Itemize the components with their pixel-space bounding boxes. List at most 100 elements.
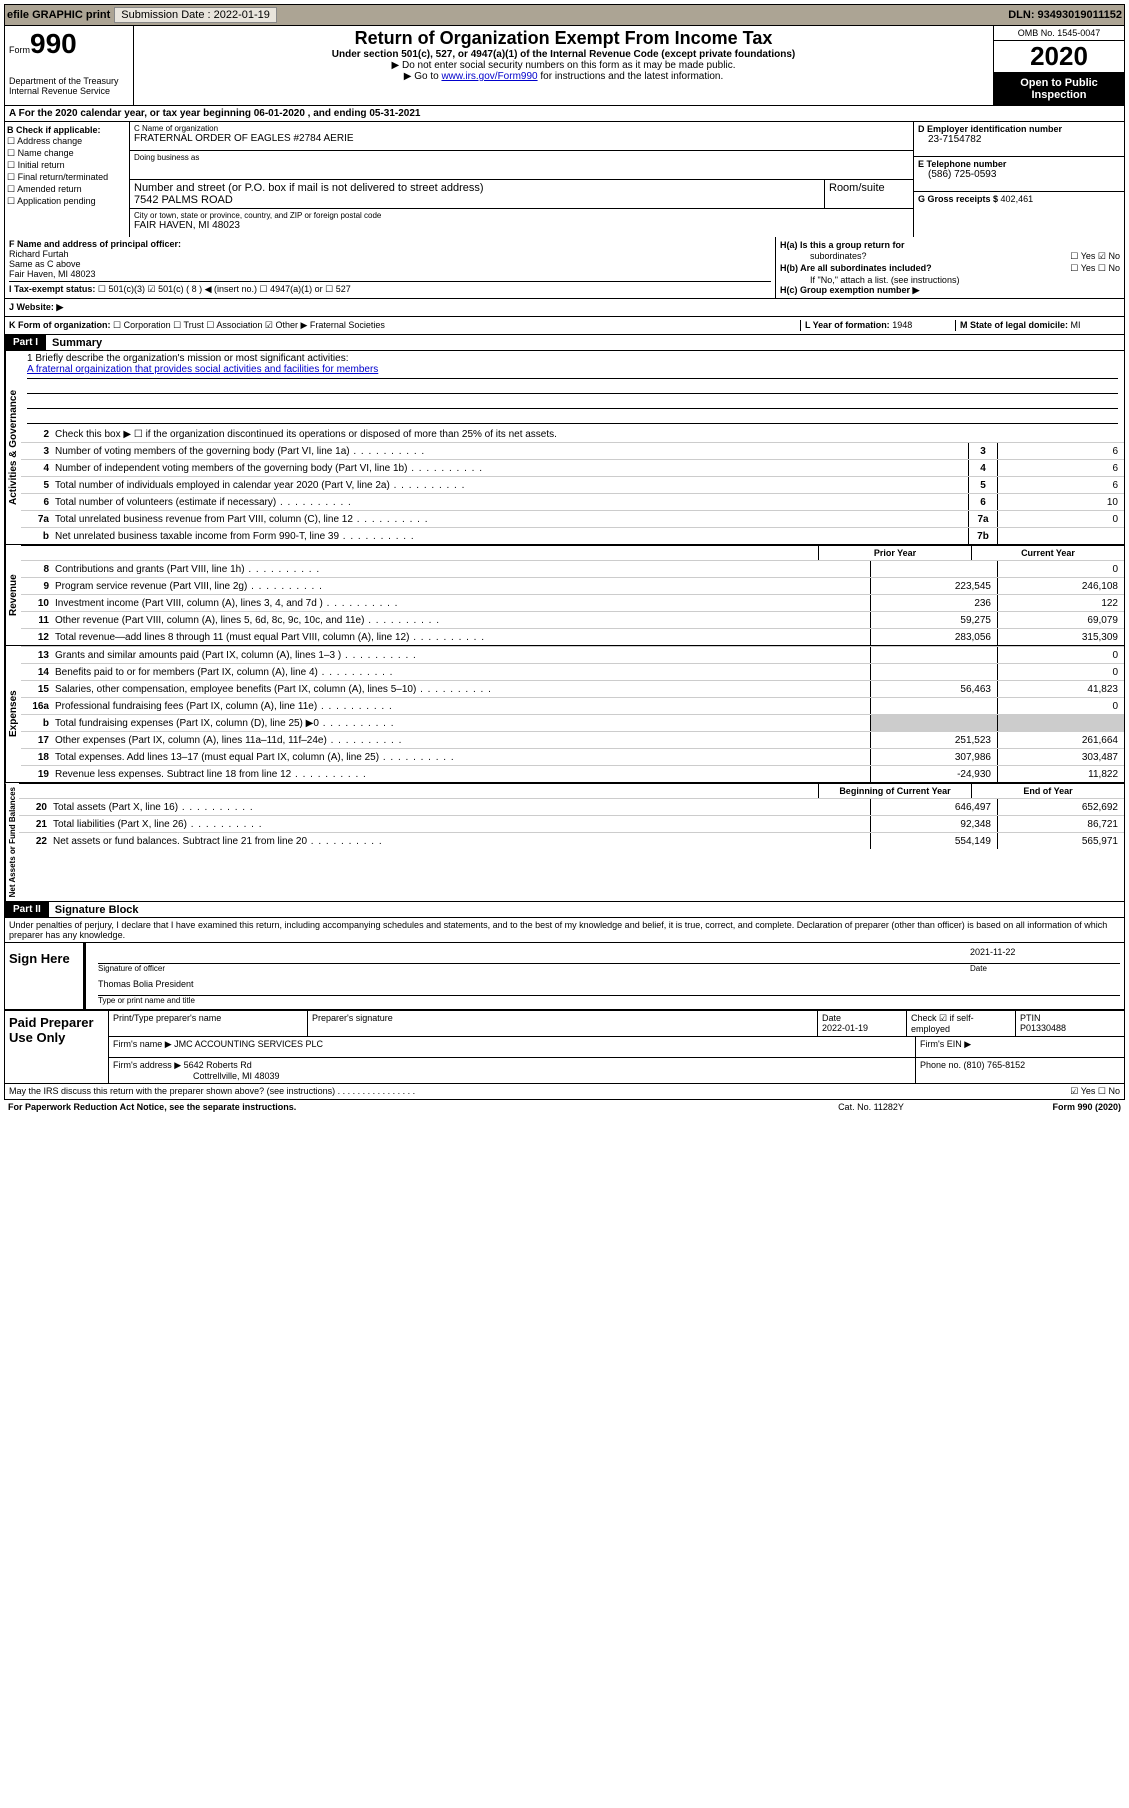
summary-line: 8Contributions and grants (Part VIII, li… (21, 560, 1124, 577)
mission-area: 1 Briefly describe the organization's mi… (21, 351, 1124, 426)
form-subtitle-2: ▶ Do not enter social security numbers o… (140, 60, 987, 71)
summary-line: 12Total revenue—add lines 8 through 11 (… (21, 628, 1124, 645)
cat-number: Cat. No. 11282Y (771, 1102, 971, 1112)
ha-no[interactable]: No (1098, 251, 1120, 261)
sign-arrow-icon (84, 943, 94, 1009)
net-assets-block: Net Assets or Fund Balances Beginning of… (4, 783, 1125, 902)
box-k: K Form of organization: Corporation Trus… (4, 317, 1125, 335)
box-h: H(a) Is this a group return for subordin… (776, 237, 1124, 298)
check-corp[interactable]: Corporation (113, 320, 171, 330)
firm-name-label: Firm's name ▶ (113, 1039, 174, 1049)
submission-date-button[interactable]: Submission Date : 2022-01-19 (114, 7, 277, 23)
form-subtitle-1: Under section 501(c), 527, or 4947(a)(1)… (140, 49, 987, 60)
summary-line: 16aProfessional fundraising fees (Part I… (21, 697, 1124, 714)
summary-line: 18Total expenses. Add lines 13–17 (must … (21, 748, 1124, 765)
hb-no[interactable]: No (1098, 263, 1120, 273)
year-formation: 1948 (892, 320, 912, 330)
dba-label: Doing business as (134, 153, 909, 162)
mission-blank1 (27, 379, 1118, 394)
firm-addr2: Cottrellville, MI 48039 (113, 1071, 911, 1081)
irs-link[interactable]: www.irs.gov/Form990 (441, 71, 537, 82)
tax-year: 2020 (994, 41, 1124, 73)
org-name: FRATERNAL ORDER OF EAGLES #2784 AERIE (134, 133, 909, 144)
mission-label: 1 Briefly describe the organization's mi… (27, 353, 1118, 364)
check-other[interactable]: Other ▶ (265, 320, 308, 330)
check-501c3[interactable]: 501(c)(3) (98, 284, 145, 294)
summary-line: 20Total assets (Part X, line 16)646,4976… (19, 798, 1124, 815)
check-application-pending[interactable]: Application pending (7, 196, 127, 207)
form-year-block: OMB No. 1545-0047 2020 Open to Public In… (993, 26, 1124, 105)
ha-yes[interactable]: Yes (1070, 251, 1095, 261)
tax-status-label: I Tax-exempt status: (9, 284, 95, 294)
discuss-yes[interactable]: Yes (1070, 1086, 1095, 1096)
firm-phone-label: Phone no. (920, 1060, 964, 1070)
box-c: C Name of organization FRATERNAL ORDER O… (130, 122, 913, 237)
summary-line: 22Net assets or fund balances. Subtract … (19, 832, 1124, 849)
efile-label: efile GRAPHIC print (7, 9, 110, 21)
ptin-value: P01330488 (1020, 1023, 1120, 1033)
check-4947[interactable]: 4947(a)(1) or (260, 284, 323, 294)
summary-line: bNet unrelated business taxable income f… (21, 527, 1124, 544)
ha-label: H(a) Is this a group return for (780, 240, 905, 250)
officer-addr2: Fair Haven, MI 48023 (9, 269, 771, 279)
form-org-label: K Form of organization: (9, 320, 111, 330)
summary-line: 15Salaries, other compensation, employee… (21, 680, 1124, 697)
col-prior-year: Prior Year (818, 546, 971, 560)
open-inspection: Open to Public Inspection (994, 73, 1124, 105)
sig-name-label: Type or print name and title (98, 996, 1120, 1005)
box-f: F Name and address of principal officer:… (5, 237, 776, 298)
col-current-year: Current Year (971, 546, 1124, 560)
check-address-change[interactable]: Address change (7, 136, 127, 147)
form-footer: Form 990 (2020) (971, 1102, 1121, 1112)
box-b-label: B Check if applicable: (7, 125, 127, 135)
summary-line: 19Revenue less expenses. Subtract line 1… (21, 765, 1124, 782)
gross-label: G Gross receipts $ (918, 194, 1001, 204)
city-state-zip: FAIR HAVEN, MI 48023 (134, 220, 909, 231)
check-assoc[interactable]: Association (206, 320, 262, 330)
state-domicile-label: M State of legal domicile: (960, 320, 1071, 330)
info-grid: B Check if applicable: Address change Na… (4, 122, 1125, 237)
box-b: B Check if applicable: Address change Na… (5, 122, 130, 237)
part1-title: Summary (46, 337, 102, 349)
hc-label: H(c) Group exemption number ▶ (780, 285, 919, 295)
officer-name: Richard Furtah (9, 249, 771, 259)
vert-governance: Activities & Governance (5, 351, 21, 544)
summary-line: 6Total number of volunteers (estimate if… (21, 493, 1124, 510)
discuss-no[interactable]: No (1098, 1086, 1120, 1096)
officer-addr1: Same as C above (9, 259, 771, 269)
check-501c[interactable]: 501(c) ( 8 ) ◀ (insert no.) (147, 284, 257, 294)
governance-block: Activities & Governance 1 Briefly descri… (4, 351, 1125, 545)
check-527[interactable]: 527 (325, 284, 351, 294)
mission-text: A fraternal orgainization that provides … (27, 364, 1118, 379)
check-trust[interactable]: Trust (173, 320, 204, 330)
form-title: Return of Organization Exempt From Incom… (140, 28, 987, 49)
part1-header-row: Part I Summary (4, 335, 1125, 351)
prep-sig-label: Preparer's signature (312, 1013, 813, 1023)
vert-net-assets: Net Assets or Fund Balances (5, 783, 19, 901)
paid-preparer-section: Paid Preparer Use Only Print/Type prepar… (4, 1010, 1125, 1084)
check-initial-return[interactable]: Initial return (7, 160, 127, 171)
street-address: 7542 PALMS ROAD (134, 194, 820, 206)
mission-blank2 (27, 394, 1118, 409)
hb-yes[interactable]: Yes (1070, 263, 1095, 273)
summary-line: 9Program service revenue (Part VIII, lin… (21, 577, 1124, 594)
phone-value: (586) 725-0593 (918, 169, 1120, 180)
penalty-text: Under penalties of perjury, I declare th… (4, 918, 1125, 943)
box-d: D Employer identification number 23-7154… (913, 122, 1124, 237)
form-number: 990 (30, 28, 77, 59)
paid-preparer-label: Paid Preparer Use Only (5, 1011, 109, 1083)
sig-name: Thomas Bolia President (98, 979, 1120, 995)
prep-self-employed[interactable]: Check ☑ if self-employed (911, 1013, 1011, 1034)
check-amended-return[interactable]: Amended return (7, 184, 127, 195)
summary-line: bTotal fundraising expenses (Part IX, co… (21, 714, 1124, 731)
hb-label: H(b) Are all subordinates included? (780, 263, 932, 273)
check-final-return[interactable]: Final return/terminated (7, 172, 127, 183)
sign-here-label: Sign Here (5, 943, 84, 1009)
footer: For Paperwork Reduction Act Notice, see … (4, 1100, 1125, 1114)
prep-date: 2022-01-19 (822, 1023, 902, 1033)
form-header: Form990 Department of the Treasury Inter… (4, 26, 1125, 106)
firm-ein-label: Firm's EIN ▶ (920, 1039, 971, 1049)
col-beginning-year: Beginning of Current Year (818, 784, 971, 798)
check-name-change[interactable]: Name change (7, 148, 127, 159)
part2-title: Signature Block (49, 904, 139, 916)
